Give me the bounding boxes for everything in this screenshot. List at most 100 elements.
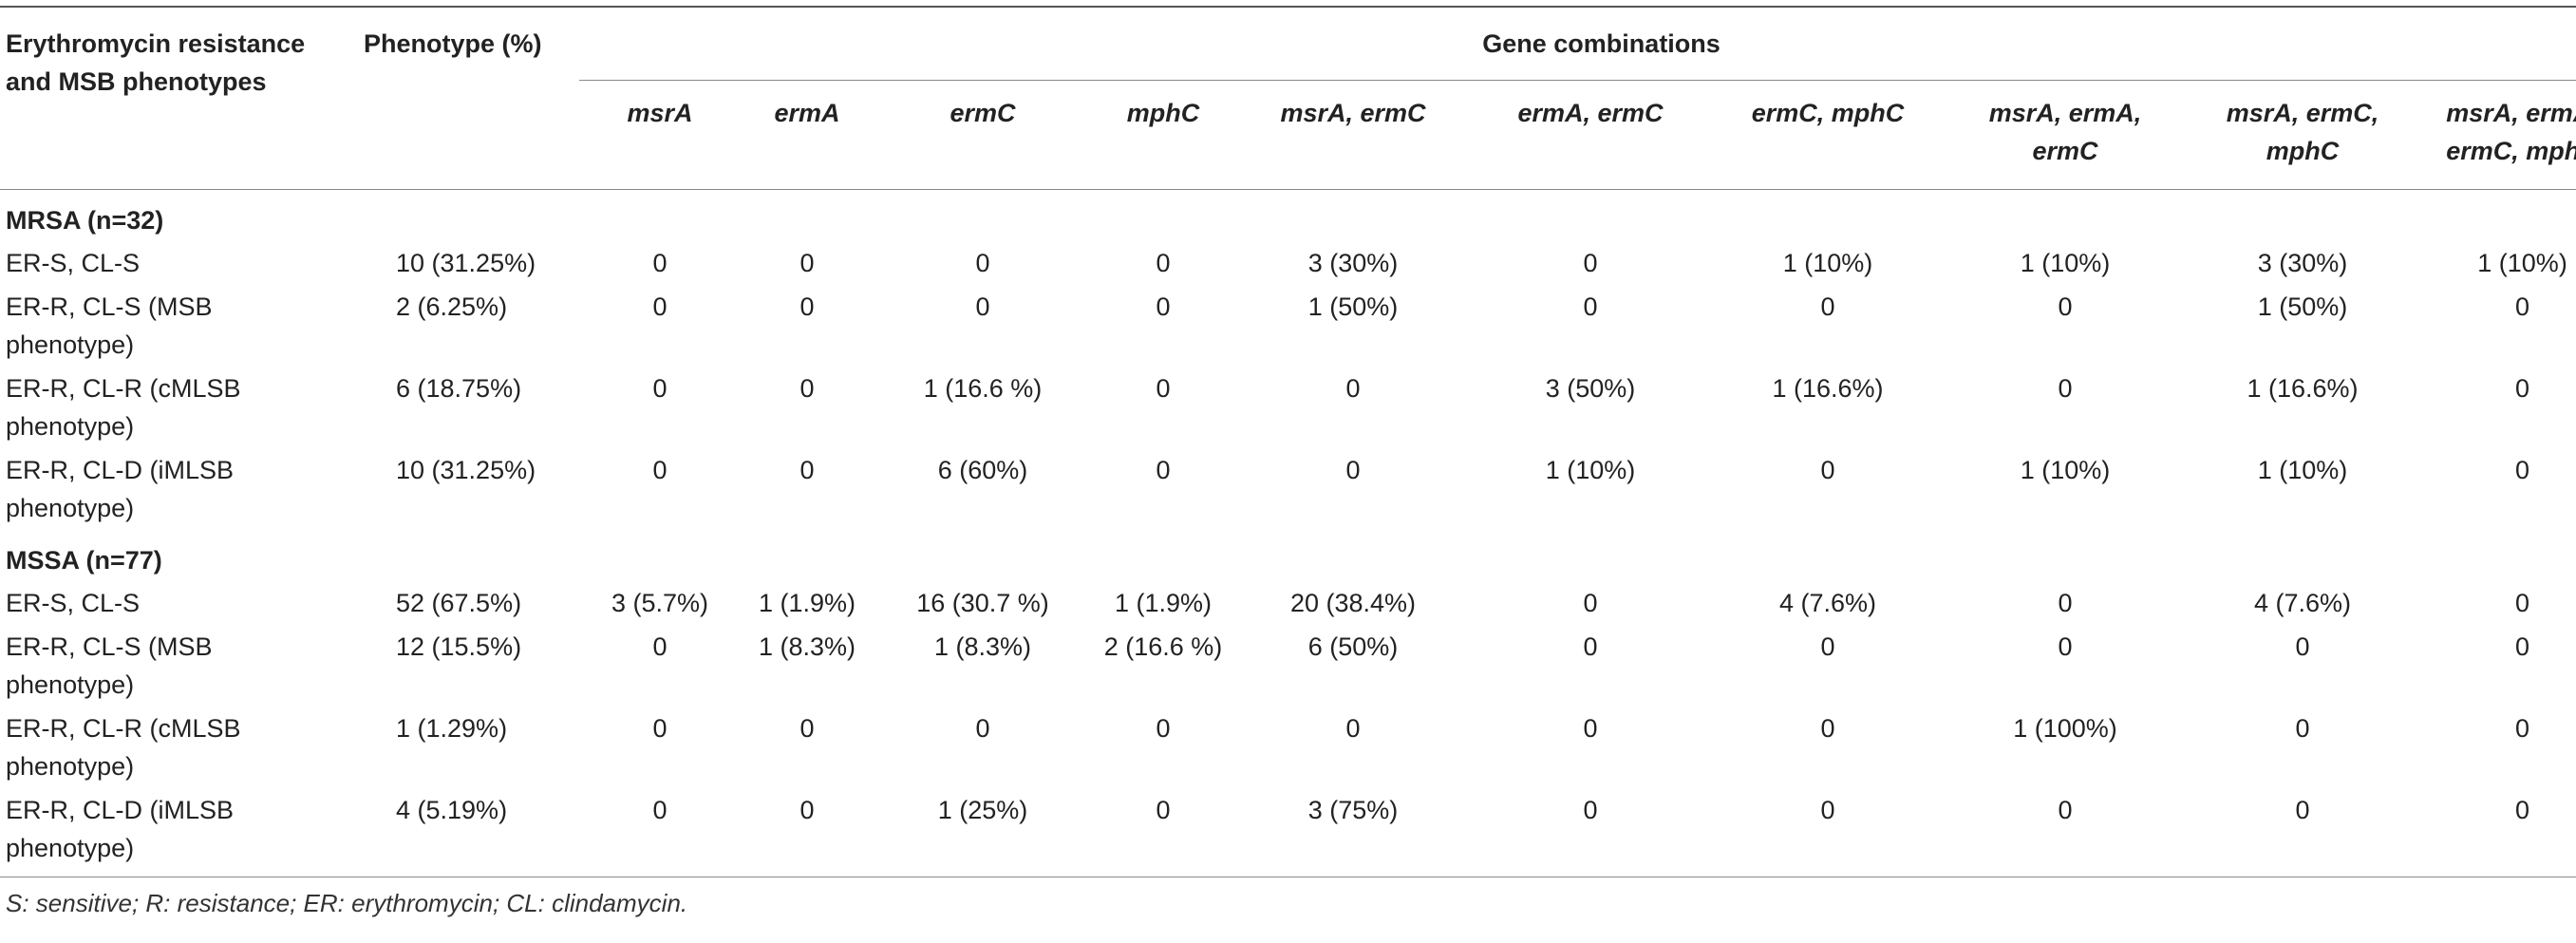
phenotype-label: ER-R, CL-R (cMLSB phenotype) (6, 714, 241, 781)
gene-count-cell: 0 (1583, 714, 1598, 743)
gene-header: ermC (874, 80, 1092, 190)
gene-count-cell: 1 (25%) (874, 788, 1092, 877)
gene-count-cell: 0 (652, 249, 668, 277)
gene-count-cell: 0 (975, 249, 990, 277)
table-row: ER-S, CL-S 52 (67.5%) 3 (5.7%) 1 (1.9%) 16 (… (0, 581, 2576, 625)
phenotype-label: ER-R, CL-D (iMLSB phenotype) (0, 788, 323, 877)
gene-count-cell: 0 (652, 456, 668, 484)
gene-count-cell: 0 (799, 374, 815, 403)
gene-header: mphC (1092, 80, 1234, 190)
gene-count-cell: 0 (652, 632, 668, 661)
gene-count-cell: 1 (100%) (2013, 714, 2117, 743)
table-row: ER-R, CL-S (MSB phenotype) 2 (6.25%) 0 0 0 0 1… (0, 285, 2576, 367)
gene-count-cell: 0 (741, 788, 874, 877)
gene-count-cell: 1 (10%) (1782, 249, 1873, 277)
gene-count-cell: 0 (1156, 456, 1171, 484)
gene-count-cell: 0 (1156, 249, 1171, 277)
gene-count-cell: 0 (1820, 632, 1835, 661)
gene-count-cell: 0 (799, 292, 815, 321)
gene-count-cell: 1 (16.6%) (2247, 374, 2359, 403)
table-body: MRSA (n=32) ER-S, CL-S 10 (31.25%) 0 0 0 0 3 (3… (0, 190, 2576, 877)
gene-count-cell: 0 (1156, 292, 1171, 321)
gene-count-cell: 0 (2058, 632, 2073, 661)
gene-count-cell: 3 (50%) (1545, 374, 1636, 403)
gene-count-cell: 0 (2184, 788, 2421, 877)
gene-count-cell: 1 (1.9%) (758, 589, 856, 617)
gene-count-cell: 0 (1156, 374, 1171, 403)
gene-header-row: msrA ermA ermC mphC msrA, ermC ermA, erm… (0, 80, 2576, 190)
gene-count-cell: 0 (652, 292, 668, 321)
gene-count-cell: 0 (975, 292, 990, 321)
gene-count-cell: 0 (799, 456, 815, 484)
gene-count-cell: 0 (1092, 788, 1234, 877)
header-phenotype-category: Erythromycin resistance and MSB phenotyp… (0, 7, 323, 190)
group-heading-row: MSSA (n=77) (0, 530, 2576, 581)
gene-header: ermA (741, 80, 874, 190)
gene-count-cell: 1 (16.6%) (1772, 374, 1884, 403)
gene-count-cell: 1 (8.3%) (758, 632, 856, 661)
gene-count-cell: 0 (1345, 374, 1361, 403)
phenotype-label: ER-S, CL-S (6, 249, 141, 277)
gene-count-cell: 1 (50%) (1307, 292, 1399, 321)
gene-count-cell: 1 (8.3%) (933, 632, 1032, 661)
gene-count-cell: 0 (2515, 374, 2530, 403)
phenotype-label: ER-R, CL-S (MSB phenotype) (6, 292, 213, 359)
gene-count-cell: 0 (2515, 292, 2530, 321)
gene-count-cell: 1 (10%) (2020, 249, 2111, 277)
header-gene-combinations: Gene combinations (579, 7, 2576, 81)
gene-count-cell: 20 (38.4%) (1289, 589, 1417, 617)
gene-header: ermA, ermC (1472, 80, 1709, 190)
gene-count-cell: 3 (30%) (1307, 249, 1399, 277)
table-row: ER-R, CL-S (MSB phenotype) 12 (15.5%) 0 1 (… (0, 625, 2576, 707)
gene-count-cell: 0 (1946, 788, 2184, 877)
phenotype-percent: 2 (6.25%) (396, 292, 508, 321)
phenotype-percent: 1 (1.29%) (396, 714, 508, 743)
phenotype-percent: 12 (15.5%) (396, 632, 522, 661)
gene-count-cell: 0 (1820, 456, 1835, 484)
phenotype-percent: 10 (31.25%) (396, 249, 536, 277)
gene-count-cell: 0 (1583, 589, 1598, 617)
gene-count-cell: 0 (1820, 292, 1835, 321)
phenotype-percent: 52 (67.5%) (396, 589, 522, 617)
table-footnote: S: sensitive; R: resistance; ER: erythro… (6, 889, 688, 917)
table-row: ER-S, CL-S 10 (31.25%) 0 0 0 0 3 (30%) 0 1 (10%)… (0, 241, 2576, 285)
gene-count-cell: 0 (2515, 714, 2530, 743)
gene-count-cell: 0 (1709, 788, 1946, 877)
gene-count-cell: 3 (5.7%) (611, 589, 709, 617)
gene-count-cell: 1 (1.9%) (1114, 589, 1213, 617)
header-phenotype-percent: Phenotype (%) (323, 7, 579, 190)
gene-count-cell: 0 (799, 249, 815, 277)
gene-count-cell: 0 (1156, 714, 1171, 743)
phenotype-percent: 4 (5.19%) (323, 788, 579, 877)
gene-count-cell: 0 (652, 374, 668, 403)
gene-count-cell: 3 (75%) (1234, 788, 1472, 877)
gene-count-cell: 4 (7.6%) (2253, 589, 2352, 617)
table-row: ER-R, CL-D (iMLSB phenotype) 4 (5.19%) 0 0 1… (0, 788, 2576, 877)
gene-count-cell: 2 (16.6 %) (1103, 632, 1223, 661)
gene-count-cell: 0 (1583, 292, 1598, 321)
gene-count-cell: 0 (1472, 788, 1709, 877)
gene-count-cell: 0 (2058, 292, 2073, 321)
phenotype-label: ER-S, CL-S (6, 589, 141, 617)
gene-header: ermC, mphC (1709, 80, 1946, 190)
gene-count-cell: 0 (2295, 632, 2310, 661)
gene-count-cell: 1 (16.6 %) (923, 374, 1043, 403)
gene-count-cell: 3 (30%) (2257, 249, 2348, 277)
gene-count-cell: 4 (7.6%) (1778, 589, 1877, 617)
gene-count-cell: 0 (1583, 249, 1598, 277)
gene-count-cell: 6 (50%) (1307, 632, 1399, 661)
gene-count-cell: 1 (10%) (2477, 249, 2567, 277)
gene-header: msrA, ermC, mphC (2184, 80, 2421, 190)
gene-count-cell: 1 (10%) (2020, 456, 2111, 484)
gene-count-cell: 0 (799, 714, 815, 743)
group-heading: MSSA (n=77) (6, 546, 162, 575)
gene-header: msrA (579, 80, 741, 190)
phenotype-label: ER-R, CL-D (iMLSB phenotype) (6, 456, 235, 522)
table-row: ER-R, CL-D (iMLSB phenotype) 10 (31.25%) 0… (0, 448, 2576, 530)
gene-count-cell: 6 (60%) (937, 456, 1028, 484)
gene-count-cell: 0 (2421, 788, 2576, 877)
group-heading-row: MRSA (n=32) (0, 190, 2576, 242)
gene-count-cell: 0 (1583, 632, 1598, 661)
gene-count-cell: 0 (1820, 714, 1835, 743)
gene-count-cell: 0 (579, 788, 741, 877)
